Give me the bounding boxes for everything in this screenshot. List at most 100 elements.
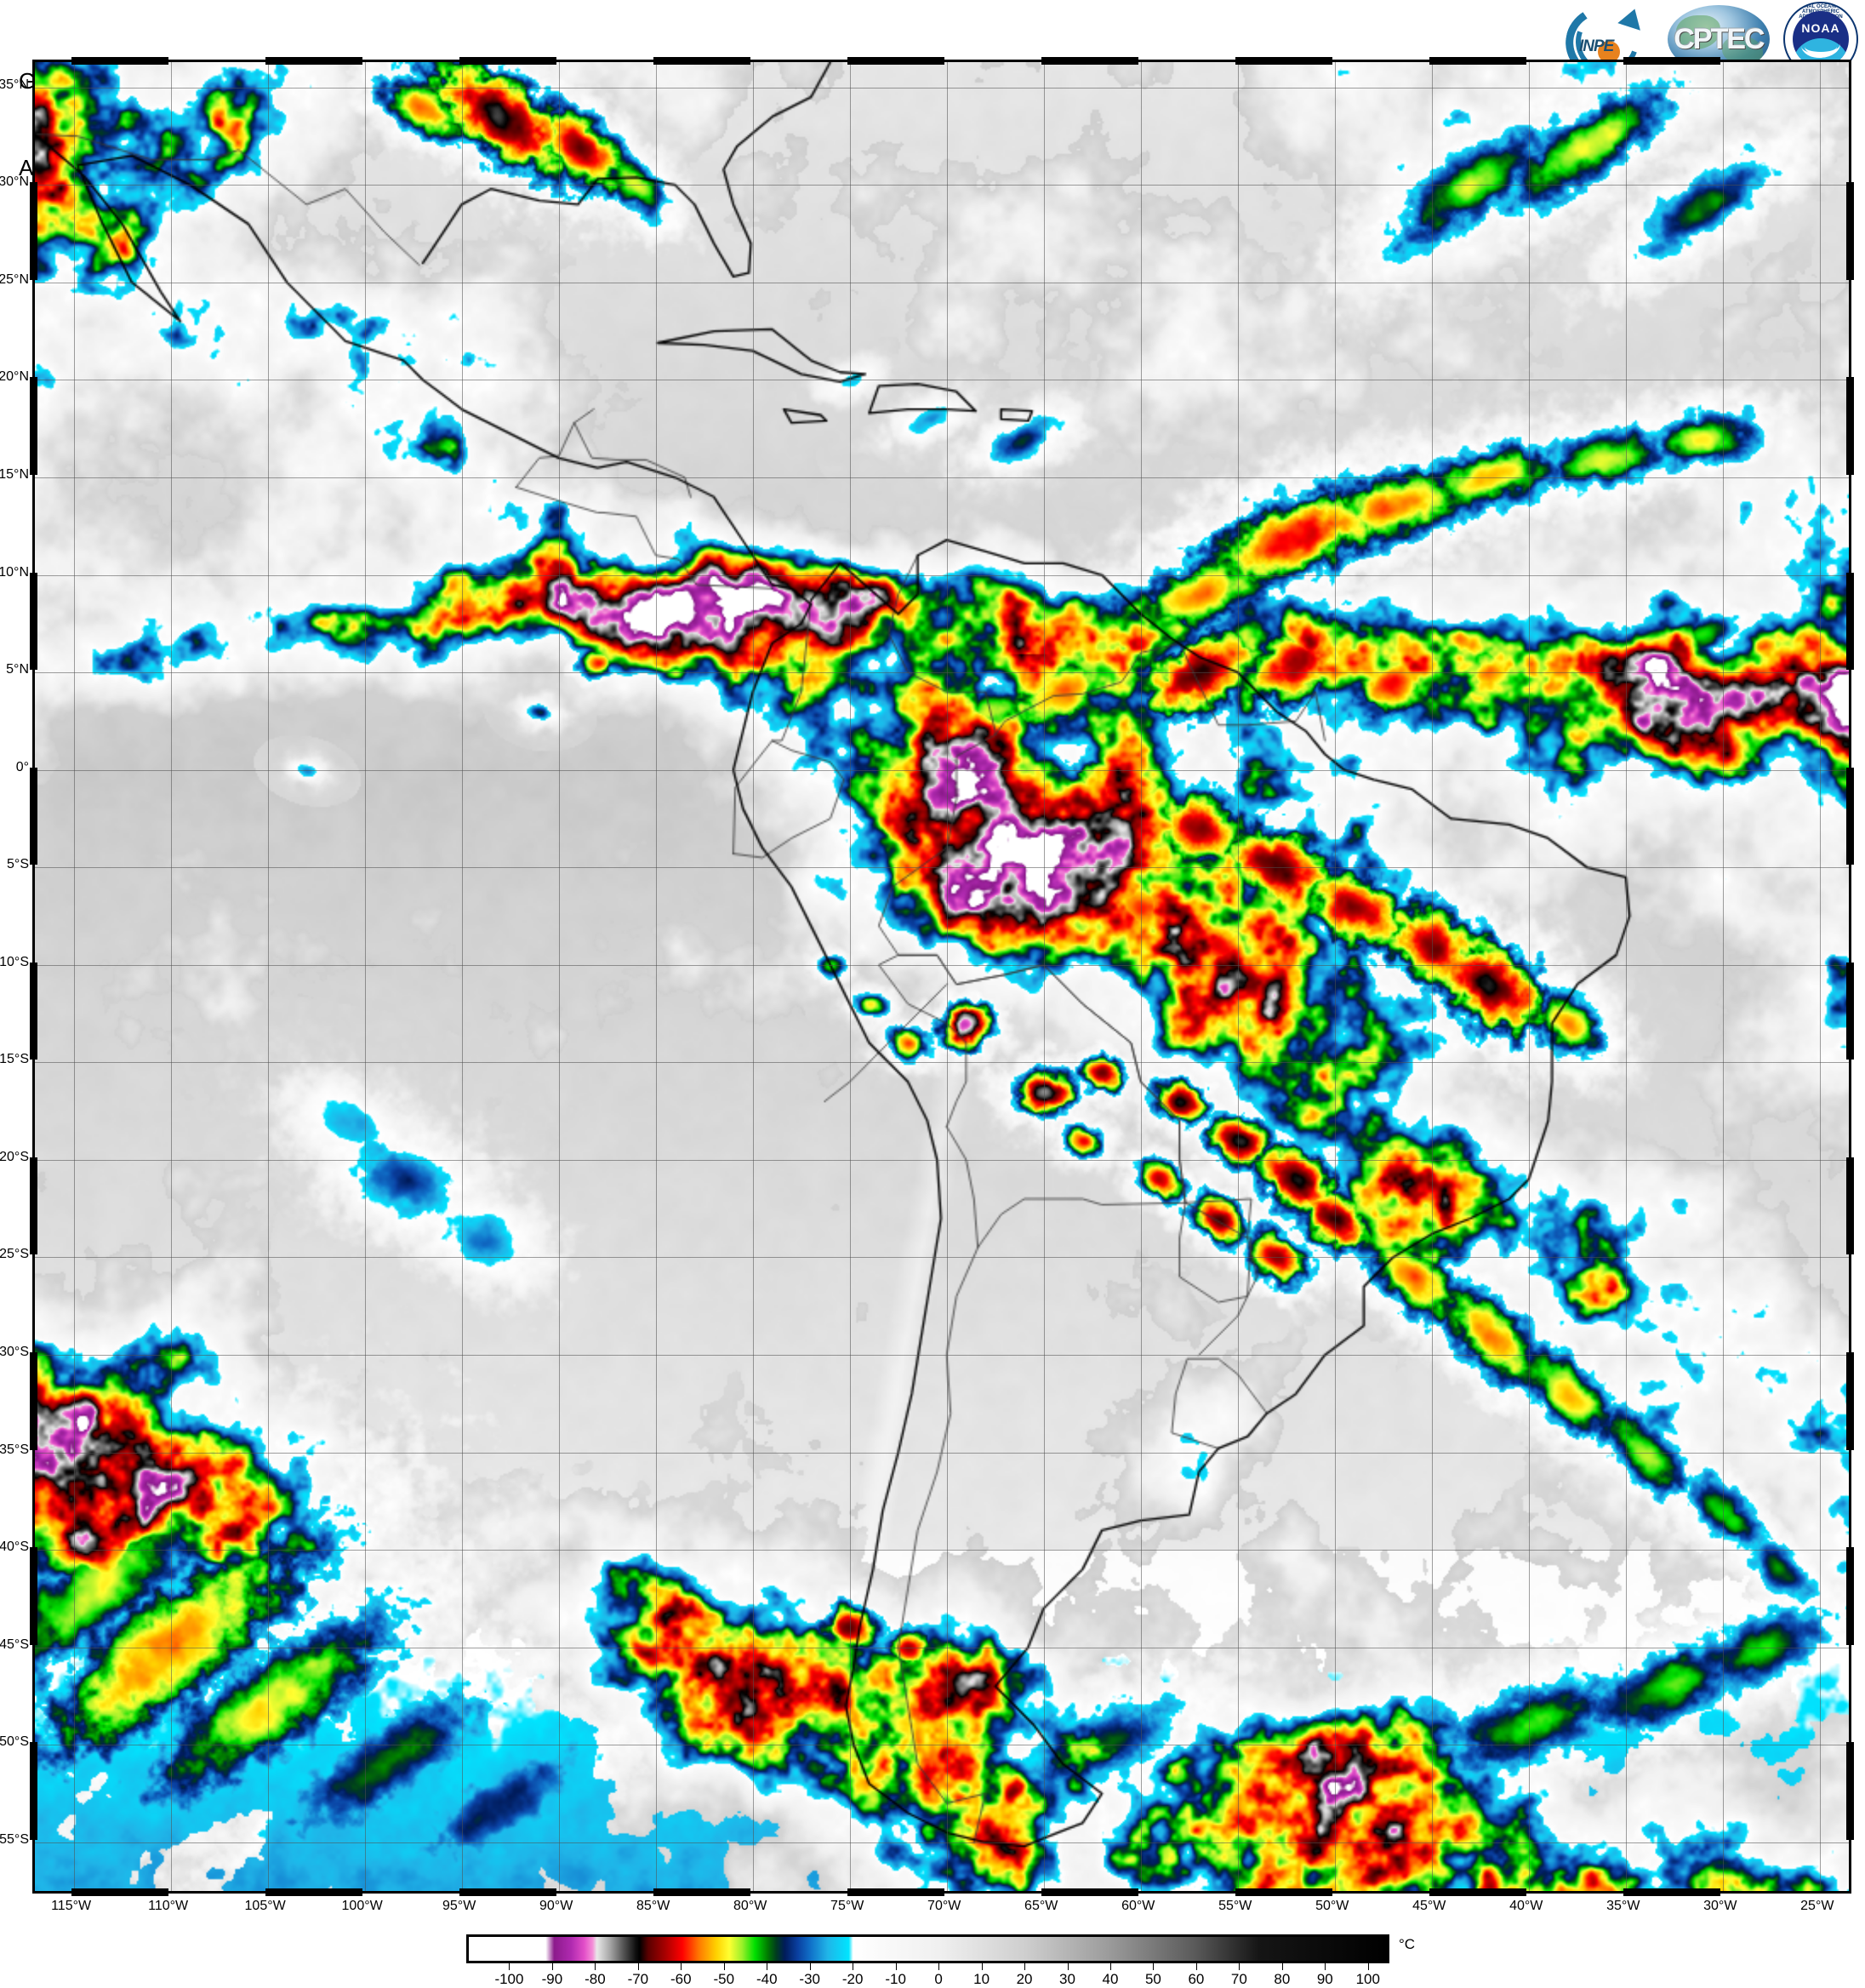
latitude-tick-label: 10°S bbox=[0, 954, 29, 969]
axis-tick-band bbox=[1846, 572, 1854, 671]
latitude-tick-label: 40°S bbox=[0, 1540, 29, 1555]
axis-tick-band bbox=[30, 1157, 37, 1255]
colorbar-tick-label: 100 bbox=[1355, 1971, 1380, 1987]
colorbar-tick bbox=[723, 1963, 725, 1970]
inpe-orange-dot-icon bbox=[1598, 41, 1620, 63]
axis-tick-band bbox=[30, 962, 37, 1060]
satellite-imagery bbox=[35, 62, 1849, 1891]
axis-tick-band bbox=[1846, 767, 1854, 865]
colorbar-gradient bbox=[466, 1934, 1389, 1963]
longitude-tick-label: 65°W bbox=[1024, 1899, 1058, 1913]
latitude-tick-label: 5°S bbox=[7, 857, 29, 872]
cptec-logo-text: CPTEC bbox=[1674, 22, 1765, 55]
axis-tick-band bbox=[1235, 57, 1332, 65]
axis-tick-band bbox=[1041, 57, 1138, 65]
colorbar-tick-label: -90 bbox=[541, 1971, 563, 1987]
colorbar-tick bbox=[681, 1963, 682, 1970]
colorbar-tick-label: -70 bbox=[627, 1971, 649, 1987]
latitude-tick-label: 50°S bbox=[0, 1734, 29, 1750]
colorbar-tick bbox=[637, 1963, 639, 1970]
longitude-tick-label: 45°W bbox=[1412, 1899, 1446, 1913]
latitude-tick-label: 10°N bbox=[0, 564, 29, 580]
latitude-tick-label: 20°S bbox=[0, 1149, 29, 1164]
colorbar-tick bbox=[551, 1963, 553, 1970]
latitude-tick-label: 45°S bbox=[0, 1637, 29, 1652]
latitude-tick-label: 35°S bbox=[0, 1442, 29, 1457]
inpe-logo-text: INPE bbox=[1579, 37, 1614, 55]
colorbar-tick-label: 10 bbox=[973, 1971, 990, 1987]
axis-tick-band bbox=[459, 1888, 556, 1896]
axis-tick-band bbox=[1235, 1888, 1332, 1896]
axis-tick-band bbox=[847, 57, 944, 65]
latitude-tick-label: 35°N bbox=[0, 77, 29, 92]
latitude-tick-label: 25°S bbox=[0, 1247, 29, 1262]
colorbar-tick-label: -10 bbox=[885, 1971, 906, 1987]
colorbar-tick-label: -30 bbox=[799, 1971, 821, 1987]
axis-tick-band bbox=[71, 1888, 168, 1896]
axis-tick-band bbox=[30, 572, 37, 671]
latitude-tick-label: 0° bbox=[15, 759, 29, 774]
longitude-axis: 115°W 110°W 105°W 100°W 95°W 90°W 85°W 80°W 75°W… bbox=[32, 1899, 1851, 1924]
longitude-tick-label: 110°W bbox=[148, 1899, 189, 1913]
colorbar-tick bbox=[895, 1963, 897, 1970]
colorbar-tick-label: 40 bbox=[1102, 1971, 1119, 1987]
colorbar-tick bbox=[1024, 1963, 1026, 1970]
axis-tick-band bbox=[1623, 1888, 1720, 1896]
colorbar-tick bbox=[938, 1963, 940, 1970]
axis-tick-band bbox=[30, 767, 37, 865]
axis-tick-band bbox=[1846, 182, 1854, 280]
longitude-tick-label: 100°W bbox=[341, 1899, 383, 1913]
colorbar-tick-label: 80 bbox=[1274, 1971, 1291, 1987]
colorbar-tick-label: 90 bbox=[1316, 1971, 1333, 1987]
longitude-tick-label: 80°W bbox=[733, 1899, 767, 1913]
axis-tick-band bbox=[847, 1888, 944, 1896]
longitude-tick-label: 70°W bbox=[927, 1899, 961, 1913]
latitude-tick-label: 15°N bbox=[0, 466, 29, 482]
noaa-bird-lower-icon bbox=[1805, 38, 1837, 55]
longitude-tick-label: 95°W bbox=[442, 1899, 476, 1913]
longitude-tick-label: 105°W bbox=[244, 1899, 286, 1913]
longitude-tick-label: 50°W bbox=[1315, 1899, 1349, 1913]
colorbar-tick-label: -50 bbox=[713, 1971, 735, 1987]
axis-tick-band bbox=[1623, 57, 1720, 65]
logo-strip: INPE CPTEC NATIONAL OCEANIC AND ATMOSPHE… bbox=[1559, 0, 1858, 91]
axis-tick-band bbox=[1429, 57, 1526, 65]
latitude-tick-label: 25°N bbox=[0, 271, 29, 287]
colorbar-tick bbox=[1367, 1963, 1369, 1970]
colorbar-tick bbox=[809, 1963, 811, 1970]
latitude-tick-label: 20°N bbox=[0, 369, 29, 385]
satellite-map[interactable] bbox=[30, 57, 1854, 1896]
longitude-tick-label: 85°W bbox=[636, 1899, 670, 1913]
latitude-axis: 35°N 30°N 25°N 20°N 15°N 10°N 5°N 0° 5°S 10°S 15°S… bbox=[0, 60, 29, 1894]
axis-tick-band bbox=[1846, 1742, 1854, 1840]
colorbar-tick bbox=[1239, 1963, 1240, 1970]
longitude-tick-label: 90°W bbox=[539, 1899, 573, 1913]
longitude-tick-label: 75°W bbox=[830, 1899, 864, 1913]
inpe-logo: INPE bbox=[1559, 0, 1661, 91]
axis-tick-band bbox=[1846, 1157, 1854, 1255]
colorbar-tick bbox=[595, 1963, 596, 1970]
longitude-tick-label: 40°W bbox=[1509, 1899, 1543, 1913]
colorbar-unit-label: °C bbox=[1399, 1936, 1416, 1952]
colorbar-tick bbox=[981, 1963, 983, 1970]
colorbar-tick-label: 50 bbox=[1144, 1971, 1161, 1987]
colorbar-tick bbox=[509, 1963, 510, 1970]
noaa-logo-text: NOAA bbox=[1801, 21, 1840, 35]
axis-tick-band bbox=[1846, 377, 1854, 475]
longitude-tick-label: 60°W bbox=[1121, 1899, 1155, 1913]
latitude-tick-label: 55°S bbox=[0, 1831, 29, 1847]
colorbar-tick-label: 20 bbox=[1016, 1971, 1033, 1987]
axis-tick-band bbox=[30, 1547, 37, 1645]
colorbar-tick bbox=[1109, 1963, 1111, 1970]
colorbar-tick bbox=[1281, 1963, 1283, 1970]
latitude-tick-label: 30°S bbox=[0, 1344, 29, 1359]
colorbar-tick-label: -40 bbox=[756, 1971, 778, 1987]
colorbar-tick bbox=[1067, 1963, 1069, 1970]
map-frame bbox=[32, 60, 1851, 1894]
colorbar-tick-label: 60 bbox=[1188, 1971, 1205, 1987]
colorbar-tick-label: 30 bbox=[1059, 1971, 1075, 1987]
latitude-tick-label: 30°N bbox=[0, 174, 29, 190]
axis-tick-band bbox=[1846, 962, 1854, 1060]
axis-tick-band bbox=[30, 1351, 37, 1450]
